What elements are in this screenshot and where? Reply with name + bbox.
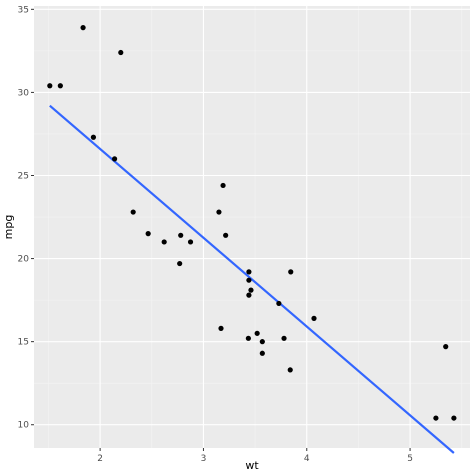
x-tick-label: 2 (97, 454, 103, 464)
data-point (259, 339, 265, 345)
data-point (177, 260, 183, 267)
regression-line (49, 104, 455, 454)
data-point (111, 156, 118, 162)
data-point (451, 415, 457, 421)
data-points (47, 25, 457, 421)
y-tick-label: 30 (18, 88, 30, 98)
y-tick-label: 10 (18, 421, 30, 431)
data-point (433, 415, 439, 421)
data-point (118, 49, 124, 56)
data-point (90, 134, 97, 140)
data-point (187, 239, 194, 245)
data-point (161, 239, 167, 245)
data-point (443, 344, 449, 350)
data-point (281, 335, 287, 341)
data-point (254, 330, 260, 336)
data-point (220, 182, 226, 189)
data-point (245, 335, 251, 341)
x-tick-label: 5 (407, 454, 413, 464)
plot-panel (34, 6, 470, 448)
data-point (311, 315, 317, 321)
data-point (145, 231, 151, 237)
data-point (130, 209, 136, 215)
y-axis-title: mpg (2, 215, 15, 240)
x-axis: 2 3 4 5 (97, 448, 413, 464)
y-tick-label: 25 (18, 171, 29, 181)
x-axis-title: wt (245, 459, 259, 472)
data-point (47, 83, 53, 89)
data-point (57, 83, 63, 89)
data-point (218, 325, 224, 331)
minor-gridlines (34, 6, 470, 448)
data-point (246, 269, 252, 275)
data-point (223, 232, 229, 238)
data-point (216, 209, 222, 215)
data-point (248, 287, 254, 293)
y-tick-label: 20 (18, 255, 30, 265)
data-point (246, 277, 252, 283)
data-point (178, 232, 184, 238)
x-tick-label: 4 (304, 454, 310, 464)
data-point (259, 350, 265, 356)
x-tick-label: 3 (201, 454, 207, 464)
data-point (246, 292, 252, 298)
y-tick-label: 35 (18, 5, 29, 15)
data-point (287, 367, 293, 373)
fit-line-layer (49, 104, 455, 454)
data-point (80, 25, 86, 31)
data-point (288, 269, 294, 275)
y-axis: 10 15 20 25 30 35 (18, 5, 34, 431)
data-point (276, 300, 282, 307)
y-tick-label: 15 (18, 338, 29, 348)
major-gridlines (34, 6, 470, 448)
